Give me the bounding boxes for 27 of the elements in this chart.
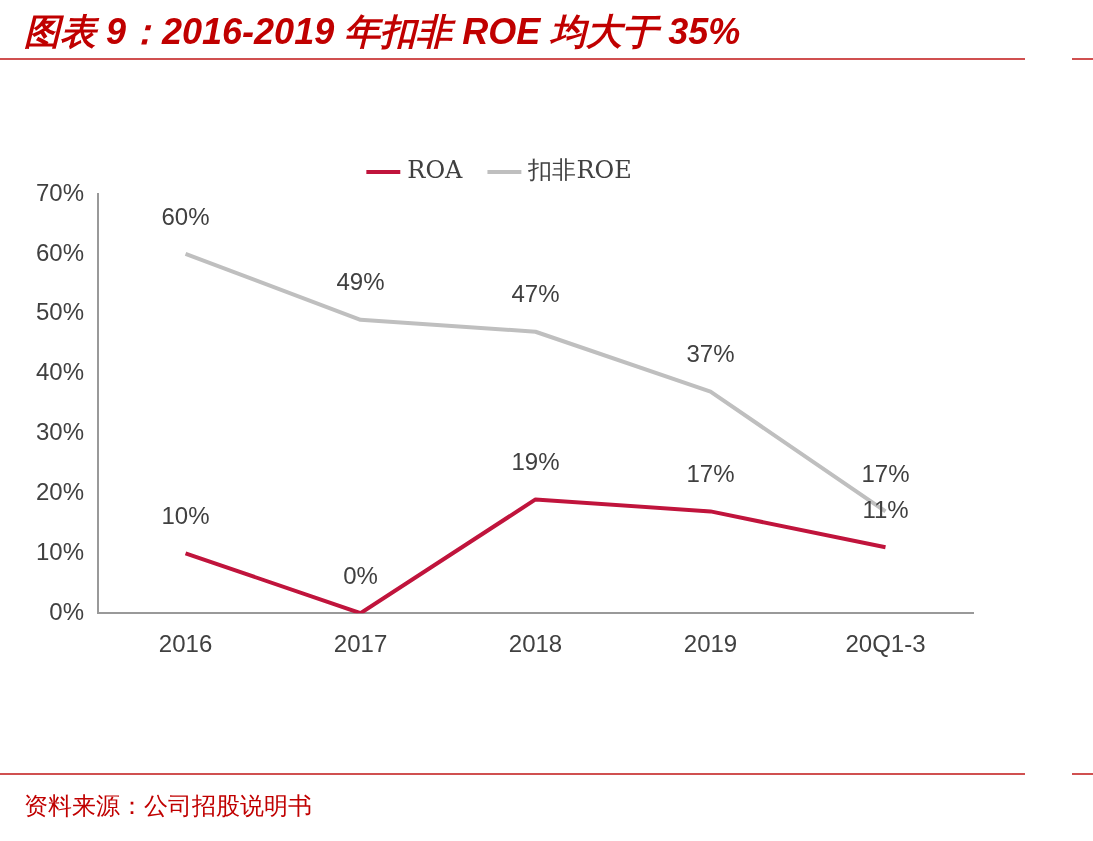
y-tick-label: 0% bbox=[49, 597, 85, 625]
chart-title: 图表 9：2016-2019 年扣非 ROE 均大于 35% bbox=[24, 10, 741, 54]
data-label: 17% bbox=[686, 460, 735, 488]
x-tick-label: 2016 bbox=[158, 630, 213, 658]
text: 资料来源：公司招股说明书 bbox=[24, 791, 312, 822]
data-label: 17% bbox=[861, 460, 910, 488]
y-tick-label: 10% bbox=[35, 537, 85, 565]
x-tick-label: 2018 bbox=[508, 630, 563, 658]
y-tick-label: 20% bbox=[35, 478, 85, 506]
y-tick-label: 30% bbox=[35, 418, 85, 446]
data-label: 60% bbox=[161, 202, 210, 230]
y-tick-label: 40% bbox=[35, 358, 85, 386]
y-tick-label: 70% bbox=[35, 178, 85, 206]
data-label: 37% bbox=[686, 340, 735, 368]
data-label: 0% bbox=[343, 561, 378, 589]
data-label: 10% bbox=[161, 501, 210, 529]
x-tick-label: 2017 bbox=[333, 630, 388, 658]
data-label: 47% bbox=[511, 280, 560, 308]
y-tick-label: 50% bbox=[35, 298, 85, 326]
x-tick-label: 2019 bbox=[683, 630, 738, 658]
legend-label: 扣非ROE bbox=[527, 156, 632, 185]
legend-label: ROA bbox=[407, 156, 464, 185]
data-label: 11% bbox=[862, 495, 909, 523]
y-tick-label: 60% bbox=[35, 238, 85, 266]
x-tick-label: 20Q1-3 bbox=[845, 630, 926, 658]
data-label: 49% bbox=[336, 268, 385, 296]
data-label: 19% bbox=[511, 448, 560, 476]
